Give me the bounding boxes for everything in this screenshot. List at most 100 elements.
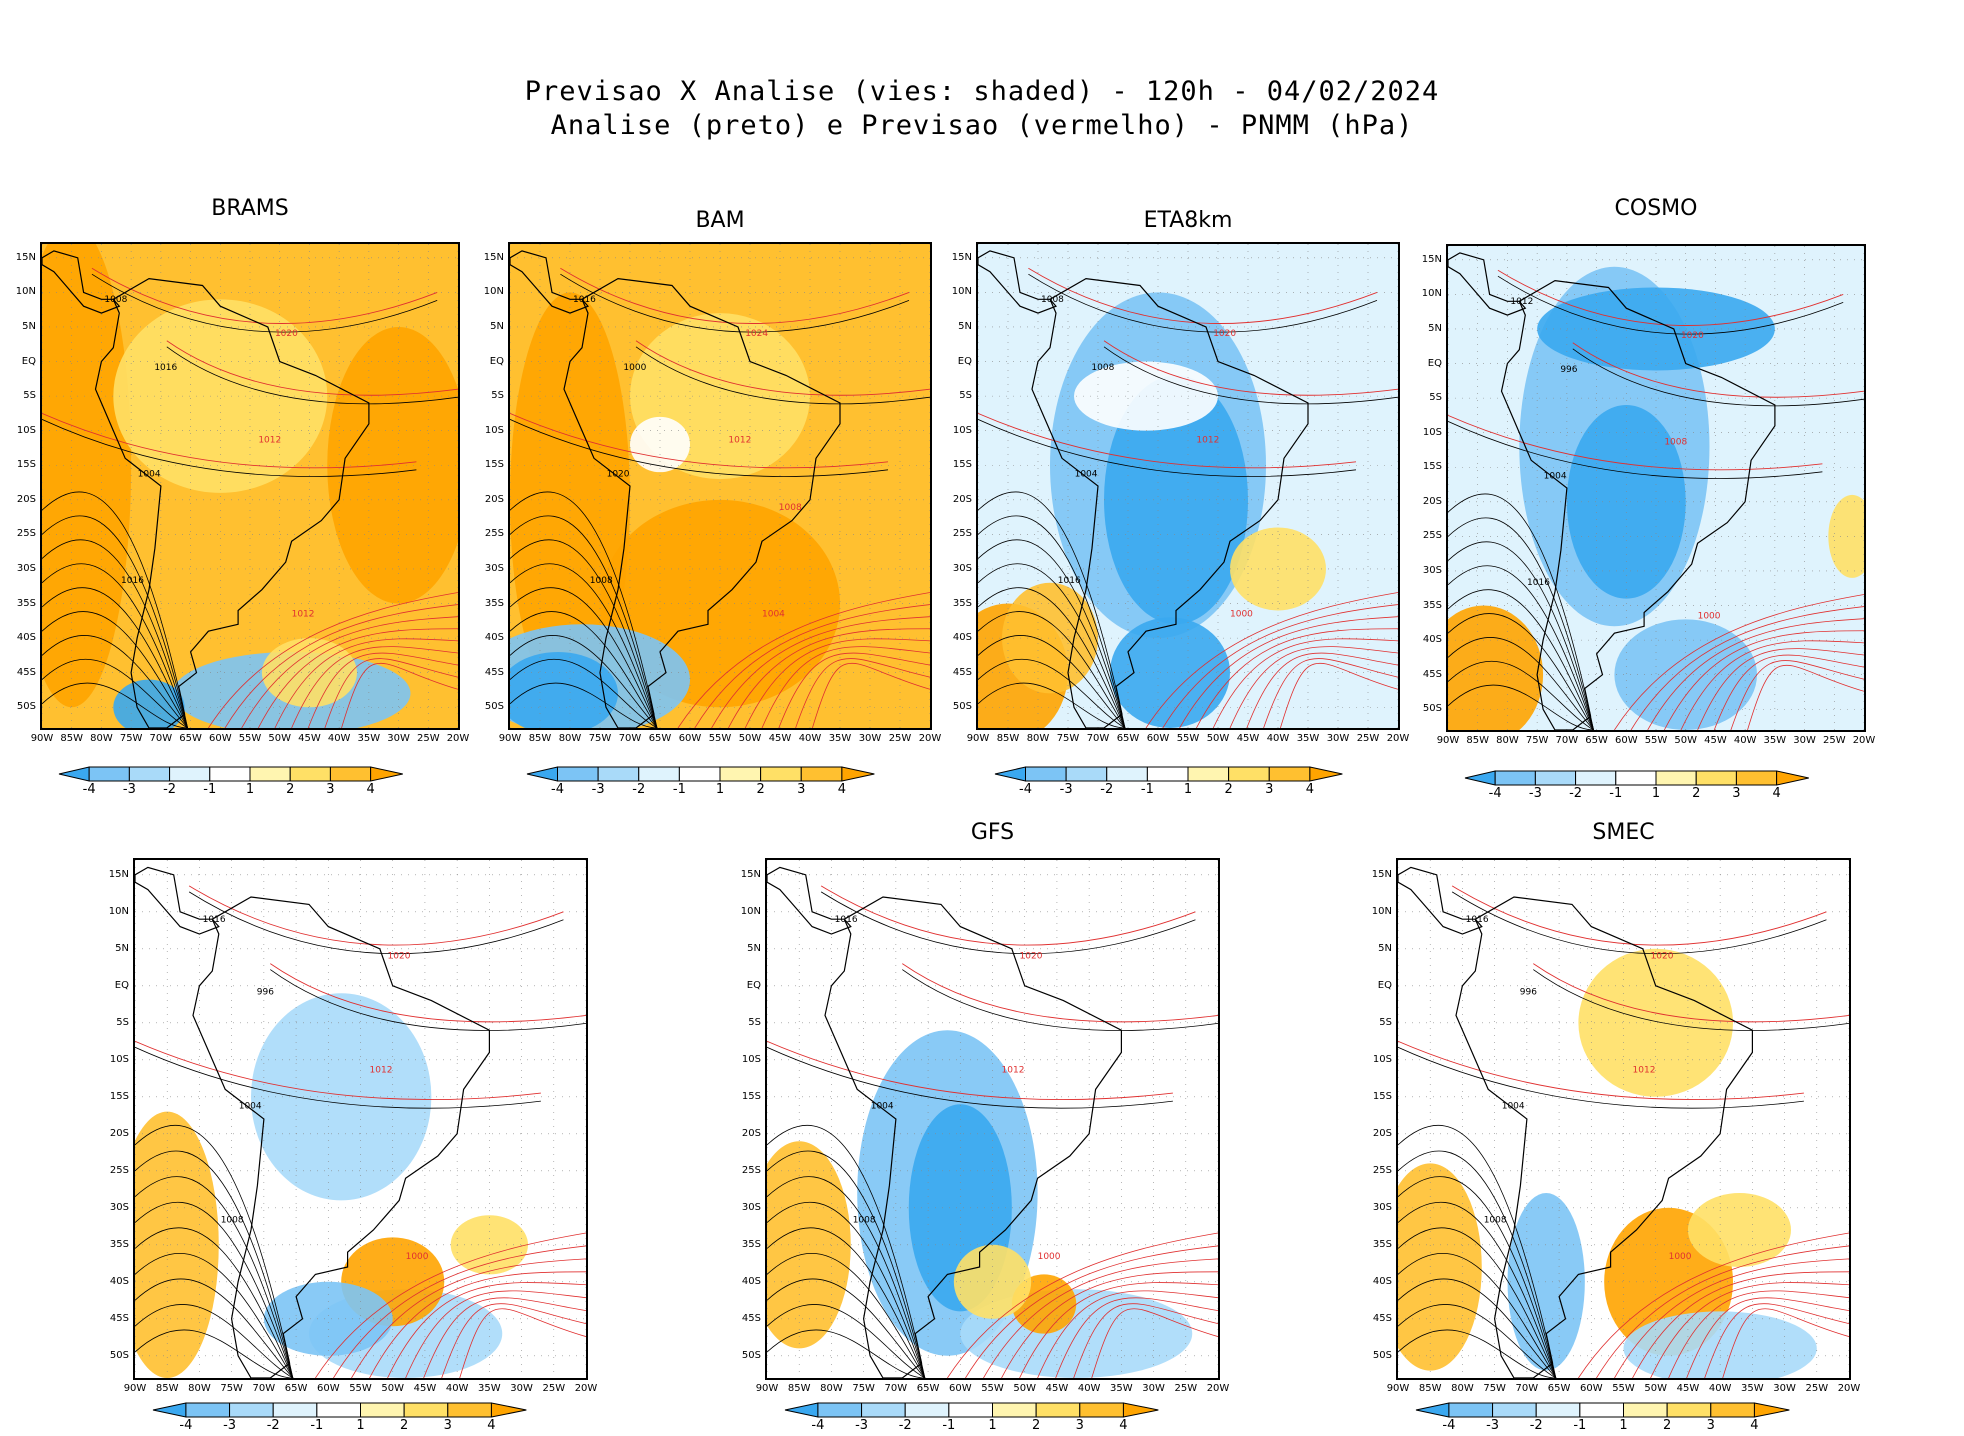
forecast-isobar [369,1271,586,1378]
lon-tick-label: 25W [542,1383,566,1394]
lon-tick-label: 35W [478,1383,501,1394]
colorbar-segment [360,1402,405,1418]
isobar-label: 1008 [104,295,127,305]
analysis-isobar [978,682,1126,728]
lat-tick-label: 30S [484,562,504,574]
bias-region [1230,527,1326,611]
analysis-isobar [42,611,188,728]
analysis-isobar [978,491,1126,728]
analysis-isobar [42,682,188,728]
analysis-isobar [1448,660,1594,730]
lon-tick-label: 25W [1356,733,1380,744]
colorbar-segment [1776,770,1809,786]
lon-tick-label: 70W [149,733,173,744]
lon-tick-label: 65W [1585,735,1608,746]
analysis-isobar [1028,273,1378,333]
lat-tick-label: 10N [483,286,504,298]
colorbar-segment [316,1402,362,1418]
lon-tick-label: 85W [60,733,84,744]
lat-tick-label: 15N [1421,253,1442,265]
colorbar [152,1402,527,1418]
analysis-isobar [135,1150,294,1378]
map-svg: 1012 1008 1016 1020 1004 1000 996 [1448,246,1864,730]
colorbar-label: 3 [1265,782,1274,797]
lat-tick-label: 45S [1372,1312,1392,1324]
analysis-isobar [767,1278,926,1378]
lat-tick-label: 10N [1421,288,1442,300]
analysis-isobar [510,611,658,728]
colorbar-segment [370,766,403,782]
colorbar [784,1402,1159,1418]
lon-tick-label: 80W [90,733,113,744]
lat-tick-label: EQ [957,355,972,367]
lat-tick-label: 10N [15,286,36,298]
lon-tick-label: 90W [1436,735,1460,746]
colorbar-segment [229,1402,274,1418]
lat-tick-label: 5N [22,320,36,332]
analysis-isobar [42,658,188,728]
lon-tick-label: 40W [1266,733,1290,744]
forecast-isobar [1713,654,1864,730]
lat-tick-label: 10N [740,905,761,917]
isobar-label: 1012 [292,610,315,620]
lon-tick-label: 20W [1852,735,1876,746]
lat-tick-label: 35S [484,597,504,609]
colorbar-segment [1025,766,1067,782]
bias-region [1507,1193,1585,1371]
analysis-isobar [135,1176,294,1378]
lat-tick-label: 40S [16,632,36,644]
colorbar-segment [1753,1402,1790,1418]
lon-tick-label: 60W [1614,735,1638,746]
map-area: 1012 1008 1016 1020 1004 1000 996 [1446,244,1866,732]
colorbar-label: 2 [1032,1418,1041,1433]
colorbar-label: -4 [1019,782,1032,797]
lon-tick-label: 20W [1386,733,1410,744]
lon-tick-label: 55W [349,1383,372,1394]
colorbar-label: -3 [122,782,136,797]
forecast-isobar [635,340,930,396]
analysis-isobar [510,515,658,728]
analysis-isobar [1398,1227,1557,1378]
analysis-isobar [767,1150,926,1378]
lat-tick-label: 30S [109,1201,129,1213]
lat-tick-label: 15N [15,251,36,263]
colorbar-label: -1 [672,782,686,797]
forecast-isobar [1280,662,1398,728]
analysis-isobar [1398,1304,1557,1378]
lat-tick-label: 10S [16,424,36,436]
lat-tick-label: 10S [741,1053,761,1065]
colorbar-label: -3 [591,782,605,797]
analysis-isobar [135,1252,294,1378]
forecast-isobar [1596,1245,1849,1378]
colorbar-label: 1 [1619,1418,1628,1433]
forecast-isobar [812,662,930,728]
lon-tick-label: 80W [1026,733,1050,744]
forecast-isobar [677,592,930,728]
analysis-isobar [42,539,188,728]
colorbar-segment [447,1402,492,1418]
colorbar-label: -3 [223,1418,237,1433]
colorbar-label: -3 [1486,1418,1500,1433]
lat-tick-label: 15S [16,459,36,471]
colorbar-label: 4 [366,782,375,797]
bias-region [767,1141,851,1349]
lat-tick-label: 50S [1372,1349,1392,1361]
colorbar [994,766,1343,782]
colorbar-segment [209,766,251,782]
lon-tick-label: 70W [1086,733,1110,744]
lat-tick-label: 20S [484,493,504,505]
lon-tick-label: 70W [1555,735,1579,746]
forecast-isobar [166,340,458,396]
lon-tick-label: 65W [916,1383,940,1394]
map-svg: 1016 1012 1008 1020 1004 1000 [767,860,1218,1378]
isobar-label: 1008 [221,1216,244,1226]
lon-tick-label: 65W [1116,733,1140,744]
colorbar-label: 4 [1305,782,1315,797]
forecast-isobar [1246,652,1398,728]
coastline-central-america [1398,866,1483,935]
colorbar-label: -3 [1059,782,1073,797]
colorbar-segment [289,766,331,782]
analysis-isobar [1398,1046,1804,1109]
isobar-label: 1012 [1002,1065,1025,1075]
analysis-isobar [135,1046,541,1109]
